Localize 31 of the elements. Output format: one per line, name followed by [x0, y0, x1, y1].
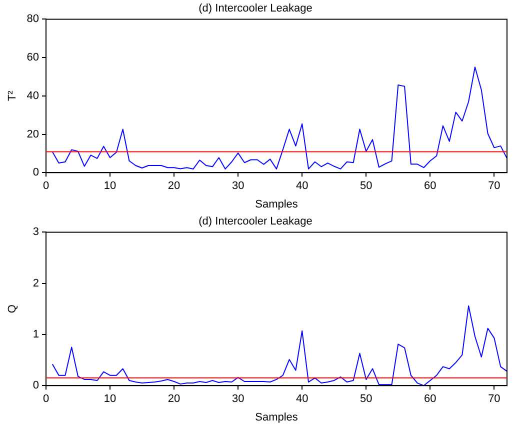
y-axis-title: T² — [6, 90, 19, 102]
x-axis-title: Samples — [255, 411, 298, 424]
y-tick-label: 0 — [32, 166, 39, 179]
x-tick-label: 70 — [488, 180, 500, 192]
x-tick-label: 40 — [296, 393, 308, 406]
y-tick-label: 0 — [32, 380, 39, 392]
x-tick-label: 0 — [42, 393, 50, 406]
y-tick-label: 1 — [32, 328, 39, 340]
y-tick-label: 3 — [32, 226, 39, 238]
x-tick-label: 30 — [232, 180, 244, 192]
x-tick-label: 70 — [488, 393, 500, 406]
x-tick-label: 20 — [168, 180, 180, 192]
x-tick-label: 0 — [42, 180, 50, 192]
x-tick-label: 60 — [424, 180, 436, 192]
y-tick-label: 20 — [26, 128, 39, 140]
y-tick-label: 60 — [26, 52, 39, 64]
x-tick-label: 10 — [104, 180, 116, 192]
x-tick-label: 20 — [168, 393, 180, 406]
y-axis-title: Q — [6, 304, 19, 314]
y-tick-label: 2 — [32, 277, 39, 290]
x-tick-label: 30 — [232, 393, 244, 406]
chart-title: (d) Intercooler Leakage — [198, 216, 312, 228]
x-tick-label: 50 — [360, 180, 372, 192]
x-tick-label: 10 — [104, 393, 116, 406]
y-tick-label: 40 — [26, 90, 39, 102]
y-tick-label: 80 — [26, 13, 39, 26]
x-tick-label: 60 — [424, 393, 436, 406]
x-axis-title: Samples — [255, 198, 298, 210]
chart-title: (d) Intercooler Leakage — [198, 2, 312, 15]
x-tick-label: 50 — [360, 393, 372, 406]
x-tick-label: 40 — [296, 180, 308, 192]
